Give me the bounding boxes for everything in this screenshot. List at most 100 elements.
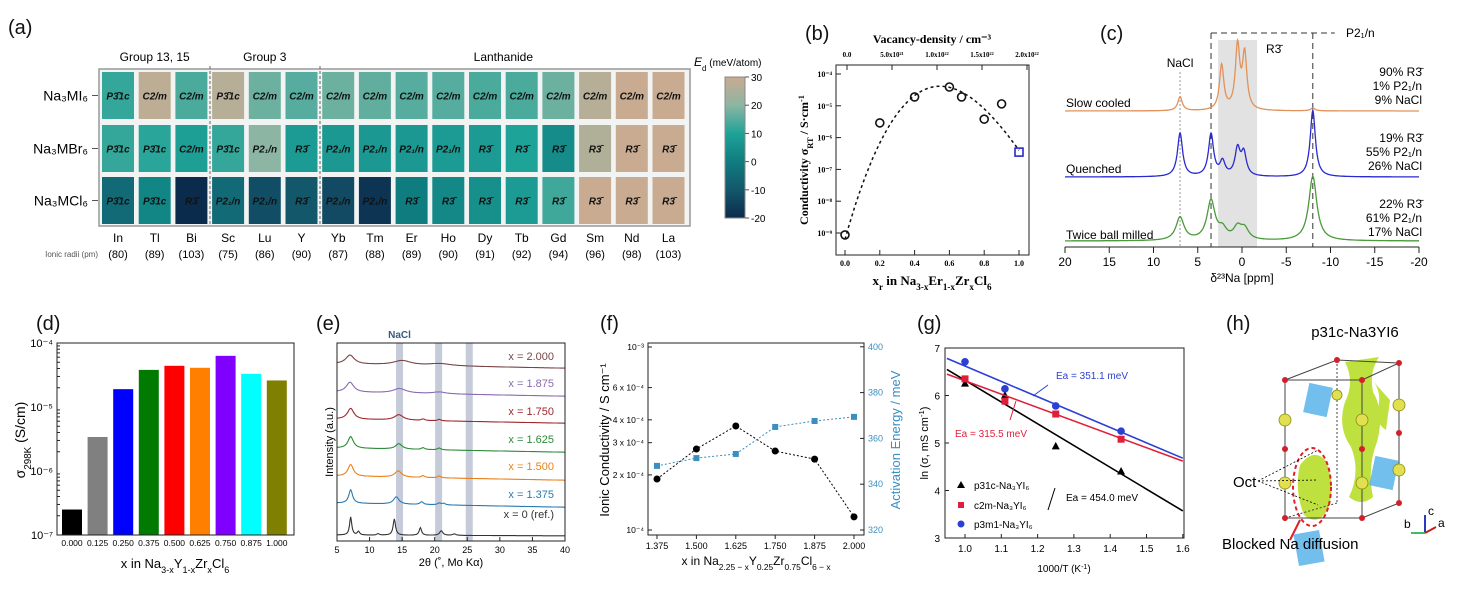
bar: [215, 355, 236, 535]
legend-marker: [957, 481, 965, 488]
heatmap-cell: [248, 177, 281, 224]
y-tick-label: 6: [934, 392, 940, 403]
phase-fraction: 26% NaCl: [1368, 159, 1422, 173]
column-element-label: Nd: [624, 231, 639, 245]
spectrum-trace: [1065, 37, 1419, 112]
heatmap-cell: [175, 177, 208, 224]
x-tick-label: 1.625: [725, 541, 748, 551]
y-tick-label: 10⁻⁶: [30, 466, 53, 478]
data-point: [996, 99, 1007, 109]
heatmap-cell: [615, 177, 648, 224]
panel-g-chart: 1.0 1.1 1.2 1.3 1.4 1.5 1.6 3 4 5 6 7 Ea = 454.0 meV…: [917, 344, 1191, 575]
fit-curve: [844, 85, 1020, 240]
colorbar-unit: (meV/atom): [706, 58, 761, 69]
y-axis-label-part: -1: [797, 95, 806, 102]
x-axis-label-part: 2.25 − x: [719, 562, 750, 572]
x-tick-label: 0.2: [875, 259, 885, 268]
x-axis-label: 2θ (˚, Mo Kα): [419, 557, 483, 569]
x-axis-label-part: x: [207, 565, 212, 575]
cell-phase-label: C2/m: [179, 92, 204, 103]
y-axis-label: Conductivity σRT / S·cm-1: [797, 95, 815, 225]
heatmap-cell: [615, 125, 648, 172]
x-axis-label-part: 1000/T (K: [1037, 564, 1081, 575]
x-axis-label-part: 6: [987, 282, 992, 292]
heatmap-cell: [542, 72, 575, 119]
axis-c-label: c: [1428, 504, 1434, 518]
y-tick-label: 5: [934, 439, 940, 450]
panel-label-h: (h): [1226, 313, 1250, 335]
heatmap-cell: [285, 72, 318, 119]
colorbar: [724, 76, 746, 219]
x-tick-label: 20: [1058, 255, 1072, 269]
left-y-tick-label: 4 x 10⁻⁴: [613, 415, 645, 425]
blocked-arrow: [1289, 519, 1301, 541]
colorbar-tick-label: 30: [751, 73, 763, 84]
x-axis-label-part: 6 − x: [812, 562, 831, 572]
data-point: [1117, 467, 1126, 475]
x-tick-label: 0.250: [113, 538, 135, 548]
data-point: [811, 455, 819, 463]
plot-frame: [56, 342, 295, 536]
x-tick-label: 1.875: [803, 541, 826, 551]
series-label: Slow cooled: [1066, 96, 1131, 110]
left-y-tick-label: 6 x 10⁻⁴: [613, 383, 645, 393]
x-tick-label: 5: [1194, 255, 1201, 269]
xrd-trace: [337, 407, 565, 424]
x-tick-label: 35: [527, 545, 537, 555]
heatmap-cell: [542, 177, 575, 224]
heatmap-cell: [505, 72, 538, 119]
ea-label: Ea = 315.5 meV: [955, 429, 1027, 440]
x-axis-label: x in Na2.25 − xY0.25Zr0.75Cl6 − x: [681, 554, 831, 572]
phase-fraction: 1% P2₁/n: [1373, 79, 1422, 93]
nacl-band: [435, 343, 443, 541]
data-point: [811, 417, 818, 424]
top-tick-label: 1.0x10²²: [925, 51, 948, 59]
series-label: x = 1.875: [508, 378, 554, 390]
panel-d-chart: 0.000 0.125 0.250 0.375 0.500 0.625 0.750 0.875…: [12, 338, 295, 575]
x-axis-label: xr in Na3-xEr1-xZrxCl6: [872, 273, 991, 292]
column-radius-label: (98): [622, 249, 642, 261]
series-line: [656, 416, 855, 467]
panel-f-chart: 10⁻³ 6 x 10⁻⁴ 4 x 10⁻⁴ 3 x 10⁻⁴ 2 x 10⁻⁴ 10⁻⁴…: [597, 342, 903, 572]
r3-band: [1218, 40, 1258, 247]
axis-a-label: a: [1438, 516, 1445, 530]
cell-phase-label: C2/m: [289, 92, 314, 103]
cell-phase-label: R3̄: [479, 197, 495, 208]
cell-phase-label: P3̄1c: [106, 145, 130, 156]
y-axis-label-part: σ: [12, 469, 28, 478]
column-radius-label: (91): [475, 249, 495, 261]
cell-phase-label: R3̄: [589, 145, 605, 156]
r3-label: R3̄: [1266, 42, 1283, 56]
cell-phase-label: P3̄1c: [106, 92, 130, 103]
row-label: Na₃MI₆: [43, 88, 88, 104]
heatmap-cell: [212, 125, 245, 172]
x-tick-label: 20: [430, 545, 440, 555]
x-axis-label-part: Zr: [773, 554, 784, 568]
heatmap-cell: [432, 72, 465, 119]
plot-frame: [336, 342, 566, 542]
data-point: [851, 413, 857, 420]
x-tick-label: -10: [1322, 255, 1340, 269]
row-label: Na₃MCl₆: [34, 193, 88, 209]
heatmap-cell: [102, 72, 134, 119]
column-radius-label: (89): [145, 249, 165, 261]
series-label: Quenched: [1066, 162, 1121, 176]
fit-line: [946, 368, 1184, 512]
top-axis-title: Vacancy-density / cm⁻³: [873, 32, 992, 46]
x-axis-label-part: 0.75: [785, 562, 802, 572]
x-tick-label: 15: [397, 545, 407, 555]
phase-fraction: 61% P2₁/n: [1366, 211, 1422, 225]
colorbar-tick-label: -10: [751, 186, 766, 197]
heatmap-cell: [358, 177, 391, 224]
x-tick-label: 0: [1239, 255, 1246, 269]
nacl-band: [396, 343, 404, 541]
cell-phase-label: P2₁/n: [363, 145, 388, 156]
plot-frame: [647, 342, 865, 536]
panel-b-chart: 0.0 0.2 0.4 0.6 0.8 1.0 0.0 5.0x10²¹ 1.0x10²² 1.5…: [797, 32, 1039, 292]
y-tick-label: 10⁻⁴: [30, 338, 53, 350]
x-axis-label-part: in Na: [883, 273, 917, 288]
heatmap-cell: [579, 72, 612, 119]
column-radius-label: (103): [179, 249, 205, 261]
y-tick-label: 10⁻⁵: [30, 402, 53, 414]
cell-phase-label: P2₁/n: [216, 197, 241, 208]
